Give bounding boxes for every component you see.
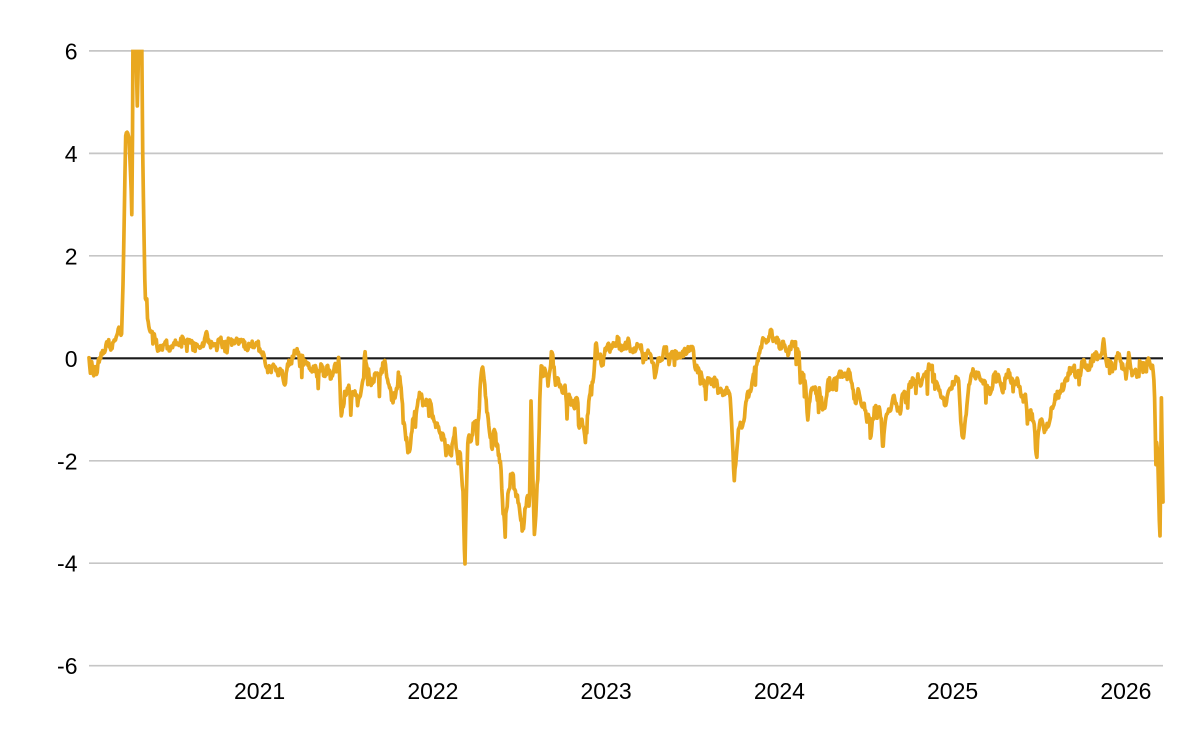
svg-text:-6: -6 [57, 653, 77, 679]
svg-text:0: 0 [65, 346, 78, 372]
svg-text:-4: -4 [57, 551, 78, 577]
svg-text:2025: 2025 [927, 678, 978, 704]
svg-text:4: 4 [65, 141, 78, 167]
svg-text:-2: -2 [57, 448, 77, 474]
svg-text:2023: 2023 [581, 678, 632, 704]
svg-text:2021: 2021 [234, 678, 285, 704]
svg-text:2024: 2024 [754, 678, 805, 704]
svg-text:6: 6 [65, 38, 78, 64]
svg-text:2026: 2026 [1100, 678, 1151, 704]
svg-text:2022: 2022 [407, 678, 458, 704]
svg-text:2: 2 [65, 243, 78, 269]
